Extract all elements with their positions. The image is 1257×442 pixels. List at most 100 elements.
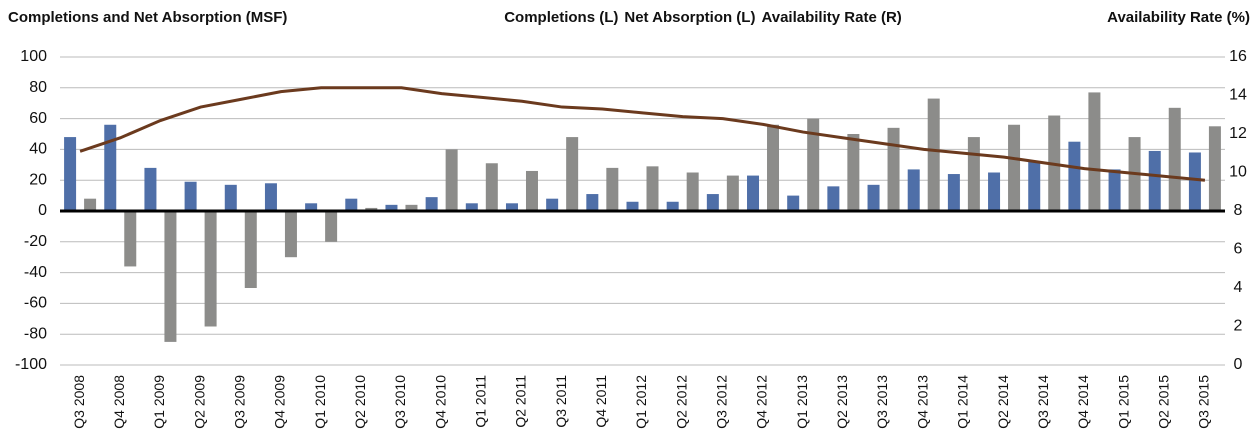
y2-tick-label: 14 [1229,87,1247,104]
x-tick-label: Q2 2015 [1155,375,1171,429]
x-tick-label: Q2 2012 [673,375,689,429]
chart-title: Completions and Net Absorption (MSF) [8,9,287,26]
bar [505,203,518,211]
bar [967,137,980,211]
bar [1068,141,1081,211]
bar [626,201,639,211]
bar [847,134,860,211]
y2-tick-label: 6 [1234,241,1243,258]
bar [325,211,338,242]
y-tick-label: 100 [20,48,47,65]
x-tick-label: Q4 2010 [432,375,448,429]
bar [144,167,157,211]
y-tick-label: -100 [15,356,47,373]
x-tick-label: Q4 2012 [754,375,770,429]
y-tick-label: 40 [29,141,47,158]
y-tick-label: -40 [24,264,47,281]
x-tick-label: Q2 2009 [191,375,207,429]
y2-tick-label: 10 [1229,164,1247,181]
x-tick-label: Q3 2013 [874,375,890,429]
y2-tick-label: 2 [1234,318,1243,335]
bar [787,195,800,211]
y-tick-label: 20 [29,171,47,188]
bar [365,207,378,211]
x-tick-label: Q4 2011 [593,375,609,428]
bar [1208,126,1221,211]
y2-tick-label: 4 [1234,279,1243,296]
x-tick-label: Q1 2009 [151,375,167,429]
bar [706,194,719,211]
x-tick-label: Q1 2010 [312,375,328,429]
x-tick-label: Q2 2011 [513,375,529,428]
x-tick-label: Q4 2008 [111,375,127,429]
bar [1108,169,1121,211]
x-tick-label: Q4 2009 [272,375,288,429]
bar [1148,150,1161,211]
bar [586,194,599,211]
y-tick-label: 60 [29,110,47,127]
bar [525,170,538,211]
bar [666,201,679,211]
bar [84,198,97,211]
y2-tick-label: 16 [1229,48,1247,65]
x-tick-label: Q1 2012 [633,375,649,429]
bar [445,149,458,211]
x-tick-label: Q2 2010 [352,375,368,429]
bar [204,211,217,327]
bar [887,127,900,211]
bar [566,137,579,211]
bar [686,172,699,211]
bar [546,198,559,211]
x-tick-label: Q1 2015 [1115,375,1131,429]
x-tick-label: Q3 2009 [231,375,247,429]
bar [867,184,880,211]
x-tick-label: Q2 2014 [995,375,1011,429]
bar [646,166,659,211]
bar [184,181,197,211]
x-tick-label: Q3 2014 [1035,375,1051,429]
y-tick-label: -80 [24,325,47,342]
y-tick-label: 0 [38,202,47,219]
x-tick-label: Q3 2008 [71,375,87,429]
bar [244,211,257,288]
bar [224,184,237,211]
legend-entry: Availability Rate (R) [761,9,901,26]
bar [1168,107,1181,211]
bar [264,183,277,211]
bar [405,204,418,211]
x-tick-label: Q1 2013 [794,375,810,429]
bar [104,124,117,211]
bar [606,167,619,211]
x-tick-label: Q2 2013 [834,375,850,429]
bar [988,172,1001,211]
y2-tick-label: 0 [1234,356,1243,373]
bar [124,211,137,267]
bar [345,198,358,211]
bar [827,186,840,211]
bar [726,175,739,211]
x-tick-label: Q3 2012 [714,375,730,429]
y2-tick-label: 12 [1229,125,1247,142]
bar [1028,161,1041,211]
bar [767,124,780,211]
x-tick-label: Q4 2013 [914,375,930,429]
y-tick-label: 80 [29,79,47,96]
bar [164,211,177,342]
y-tick-label: -20 [24,233,47,250]
bar [425,197,438,211]
bar [1008,124,1021,211]
bar [1188,152,1201,211]
y2-title: Availability Rate (%) [1107,9,1250,26]
bar [465,203,478,211]
bar [927,98,940,211]
bar [807,118,820,211]
line [79,86,1206,182]
bar [385,204,398,211]
bar [64,137,77,211]
y-tick-label: -60 [24,295,47,312]
bar [907,169,920,211]
legend-entry: Net Absorption (L) [624,9,755,26]
bar [284,211,297,258]
bar [747,175,760,211]
y2-tick-label: 8 [1234,202,1243,219]
